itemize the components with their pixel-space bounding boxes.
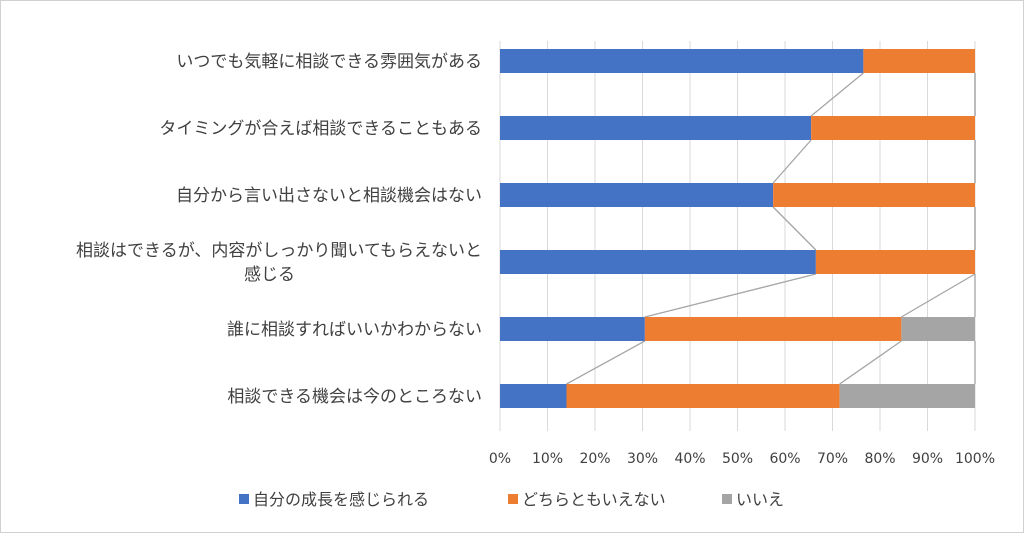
legend-label: どちらともいえない	[522, 490, 666, 509]
x-axis-ticks: 0% 10% 20% 30% 40% 50% 60% 70% 80% 90% 100%	[489, 451, 995, 467]
series-line	[566, 340, 646, 385]
bar-segment	[500, 250, 816, 274]
legend-swatch	[239, 494, 249, 504]
bar-segment	[773, 183, 975, 207]
x-tick-label: 0%	[489, 451, 511, 467]
category-label: タイミングが合えば相談できることもある	[159, 119, 482, 139]
legend-swatch	[722, 494, 732, 504]
legend-item: いいえ	[722, 490, 784, 509]
gridlines	[499, 41, 976, 431]
legend-label: 自分の成長を感じられる	[253, 490, 429, 509]
bar-segment	[500, 49, 864, 73]
bar-segment	[644, 317, 902, 341]
bars	[500, 49, 975, 408]
x-tick-label: 10%	[532, 451, 563, 467]
x-tick-label: 60%	[769, 451, 800, 467]
x-tick-label: 70%	[817, 451, 848, 467]
category-label: いつでも気軽に相談できる雰囲気がある	[176, 52, 482, 72]
x-tick-label: 50%	[722, 451, 753, 467]
series-lines	[566, 72, 976, 385]
legend: 自分の成長を感じられる どちらともいえない いいえ	[239, 490, 784, 509]
series-line	[810, 72, 864, 117]
x-tick-label: 100%	[955, 451, 995, 467]
legend-swatch	[508, 494, 518, 504]
category-label: 誰に相談すればいいかわからない	[227, 320, 482, 340]
bar-segment	[811, 116, 975, 140]
series-line	[772, 206, 817, 251]
bar-segment	[500, 116, 812, 140]
x-tick-label: 40%	[674, 451, 705, 467]
series-line	[839, 340, 902, 385]
series-line	[772, 139, 812, 184]
legend-item: どちらともいえない	[508, 490, 666, 509]
category-label: 感じる	[244, 265, 295, 285]
bar-segment	[863, 49, 975, 73]
category-label: 相談できる機会は今のところない	[227, 387, 482, 407]
bar-segment	[901, 317, 975, 341]
series-line	[644, 273, 817, 318]
x-tick-label: 90%	[912, 451, 943, 467]
bar-segment	[815, 250, 975, 274]
legend-label: いいえ	[736, 490, 784, 509]
legend-item: 自分の成長を感じられる	[239, 490, 429, 509]
category-label: 自分から言い出さないと相談機会はない	[176, 186, 482, 206]
x-tick-label: 20%	[579, 451, 610, 467]
x-tick-label: 30%	[627, 451, 658, 467]
series-line	[901, 273, 976, 318]
x-tick-label: 80%	[864, 451, 895, 467]
bar-segment	[500, 183, 774, 207]
category-label: 相談はできるが、内容がしっかり聞いてもらえないと	[76, 241, 482, 261]
bar-segment	[500, 384, 567, 408]
bar-segment	[500, 317, 645, 341]
bar-segment	[839, 384, 975, 408]
category-labels: いつでも気軽に相談できる雰囲気があるタイミングが合えば相談できることもある自分か…	[76, 52, 482, 407]
bar-segment	[566, 384, 840, 408]
